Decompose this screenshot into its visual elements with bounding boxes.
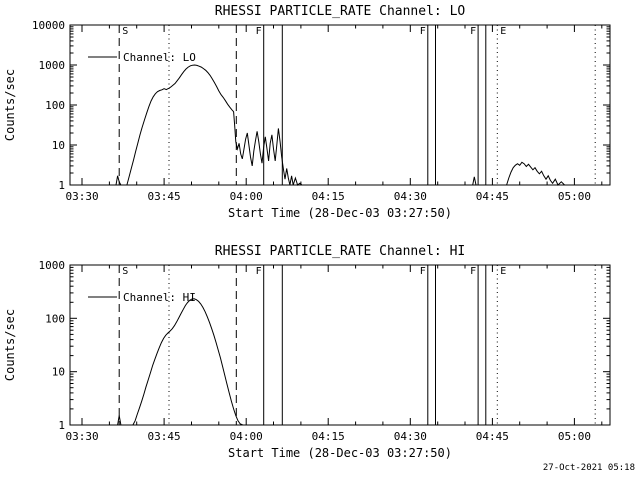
event-flag-label: F: [420, 26, 426, 37]
legend-label: Channel: LO: [123, 51, 196, 64]
plot-frame: [69, 264, 611, 426]
data-curve: [472, 176, 477, 186]
x-tick-label: 04:45: [476, 430, 509, 443]
x-tick-label: 04:15: [312, 190, 345, 203]
y-axis: 1 10 100 1000 Counts/sec: [3, 259, 610, 432]
event-flag-label: S: [122, 26, 128, 37]
data-curve: [115, 175, 122, 186]
chart-particle-rate-lo: S F F F E 03:30 03:45 04:00 04:15 04:30 04:45 05:00…: [3, 4, 611, 220]
x-tick-label: 03:45: [148, 190, 181, 203]
x-tick-label: 05:00: [558, 190, 591, 203]
legend: Channel: LO: [88, 51, 196, 64]
x-axis: 03:30 03:45 04:00 04:15 04:30 04:45 05:00 Start…: [65, 265, 603, 460]
x-axis: 03:30 03:45 04:00 04:15 04:30 04:45 05:00 Start…: [65, 25, 603, 220]
y-axis-title: Counts/sec: [3, 69, 17, 141]
y-tick-label: 10: [52, 139, 65, 152]
plot-frame: [69, 24, 611, 186]
data-curve: [117, 415, 122, 426]
plot-creation-timestamp: 27-Oct-2021 05:18: [542, 463, 635, 473]
x-tick-label: 04:30: [394, 430, 427, 443]
x-axis-title: Start Time (28-Dec-03 03:27:50): [228, 206, 452, 220]
data-curve: [506, 161, 565, 186]
x-tick-label: 04:15: [312, 430, 345, 443]
legend: Channel: HI: [88, 291, 196, 304]
y-tick-label: 1: [58, 179, 65, 192]
y-tick-label: 10000: [32, 19, 65, 32]
y-tick-label: 100: [45, 99, 65, 112]
chart-title: RHESSI PARTICLE_RATE Channel: HI: [215, 244, 465, 259]
y-axis-title: Counts/sec: [3, 309, 17, 381]
x-tick-label: 04:00: [230, 430, 263, 443]
x-tick-label: 04:30: [394, 190, 427, 203]
y-tick-label: 10: [52, 366, 65, 379]
y-tick-label: 1000: [39, 59, 66, 72]
event-flag-label: S: [122, 266, 128, 277]
x-tick-label: 04:45: [476, 190, 509, 203]
y-tick-label: 1000: [39, 259, 66, 272]
legend-label: Channel: HI: [123, 291, 196, 304]
x-tick-label: 03:30: [65, 430, 98, 443]
y-tick-label: 1: [58, 419, 65, 432]
x-tick-label: 03:45: [148, 430, 181, 443]
chart-particle-rate-hi: S F F F E 03:30 03:45 04:00 04:15 04:30 04:45 05:00…: [3, 244, 611, 460]
y-tick-label: 100: [45, 312, 65, 325]
event-flag-label: E: [500, 266, 506, 277]
event-flag-label: F: [256, 266, 262, 277]
chart-title: RHESSI PARTICLE_RATE Channel: LO: [215, 4, 466, 19]
data-curve: [132, 298, 247, 426]
event-flag-label: F: [470, 266, 476, 277]
data-curve: [126, 64, 303, 186]
event-flag-label: F: [470, 26, 476, 37]
x-tick-label: 05:00: [558, 430, 591, 443]
x-axis-title: Start Time (28-Dec-03 03:27:50): [228, 446, 452, 460]
event-flag-label: F: [256, 26, 262, 37]
y-axis: 1 10 100 1000 10000 Counts/sec: [3, 19, 610, 192]
x-tick-label: 04:00: [230, 190, 263, 203]
event-flag-label: E: [500, 26, 506, 37]
event-flag-label: F: [420, 266, 426, 277]
x-tick-label: 03:30: [65, 190, 98, 203]
